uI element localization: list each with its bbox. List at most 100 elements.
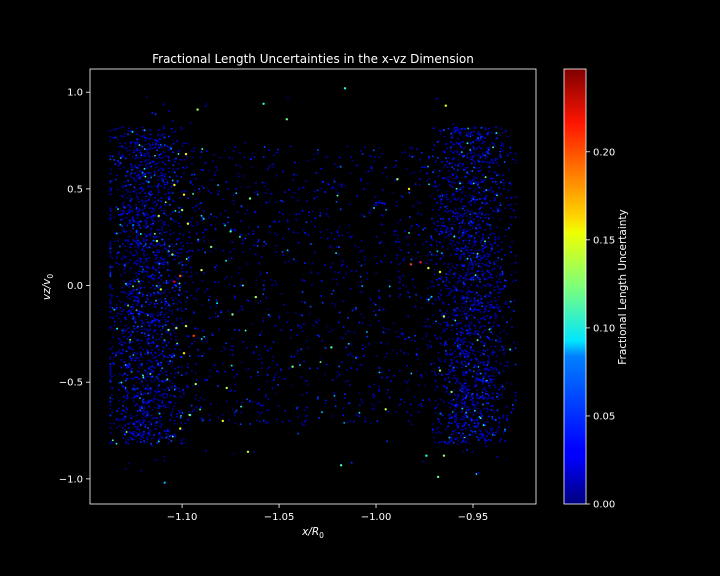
scatter-point bbox=[155, 299, 157, 302]
scatter-point bbox=[470, 182, 472, 185]
scatter-point bbox=[479, 325, 482, 328]
scatter-point bbox=[501, 316, 504, 319]
scatter-point bbox=[483, 363, 485, 366]
scatter-point bbox=[145, 373, 148, 376]
scatter-point bbox=[360, 213, 363, 216]
scatter-point bbox=[138, 342, 141, 345]
scatter-point bbox=[276, 363, 279, 366]
scatter-point bbox=[443, 135, 446, 138]
scatter-point bbox=[178, 409, 181, 412]
scatter-point bbox=[314, 225, 316, 228]
scatter-point bbox=[126, 394, 129, 397]
scatter-point bbox=[111, 352, 114, 355]
scatter-point bbox=[174, 435, 177, 438]
scatter-point bbox=[241, 242, 244, 245]
scatter-point bbox=[460, 327, 463, 330]
scatter-point bbox=[414, 243, 417, 246]
scatter-point bbox=[456, 393, 459, 396]
scatter-point bbox=[124, 132, 126, 135]
scatter-point bbox=[137, 173, 140, 176]
scatter-point bbox=[190, 242, 193, 245]
scatter-point bbox=[155, 269, 158, 272]
scatter-point bbox=[459, 225, 462, 228]
scatter-point bbox=[149, 344, 151, 347]
scatter-point bbox=[146, 342, 149, 345]
scatter-point bbox=[474, 260, 476, 263]
scatter-point bbox=[482, 403, 484, 406]
scatter-point bbox=[484, 128, 487, 131]
scatter-point bbox=[147, 186, 150, 189]
scatter-point bbox=[161, 151, 164, 154]
scatter-point bbox=[170, 185, 173, 188]
scatter-point bbox=[119, 209, 122, 212]
scatter-point bbox=[139, 178, 142, 181]
scatter-point bbox=[189, 181, 192, 184]
scatter-point bbox=[134, 145, 137, 148]
scatter-point bbox=[407, 291, 410, 294]
scatter-point bbox=[510, 383, 513, 385]
scatter-point bbox=[514, 159, 517, 162]
scatter-point bbox=[138, 243, 140, 246]
scatter-point bbox=[201, 219, 204, 222]
scatter-point bbox=[451, 276, 454, 279]
scatter-point bbox=[406, 235, 408, 238]
scatter-point bbox=[482, 234, 485, 237]
scatter-point bbox=[456, 176, 459, 179]
scatter-point bbox=[157, 235, 160, 238]
scatter-point bbox=[150, 361, 153, 364]
scatter-point bbox=[470, 314, 473, 317]
scatter-point bbox=[135, 263, 138, 266]
scatter-point bbox=[268, 149, 271, 152]
scatter-point bbox=[230, 345, 233, 348]
scatter-point bbox=[127, 261, 130, 264]
scatter-point bbox=[446, 321, 449, 324]
scatter-point bbox=[135, 237, 138, 239]
scatter-point bbox=[330, 292, 333, 295]
scatter-point bbox=[450, 402, 453, 405]
scatter-point bbox=[479, 417, 482, 420]
scatter-point bbox=[488, 357, 491, 360]
scatter-point bbox=[472, 303, 475, 306]
scatter-point bbox=[137, 234, 140, 237]
scatter-point bbox=[437, 175, 440, 178]
scatter-point bbox=[214, 312, 217, 315]
scatter-point bbox=[482, 353, 485, 355]
scatter-point bbox=[495, 275, 498, 278]
scatter-point bbox=[139, 390, 142, 393]
scatter-point bbox=[375, 355, 378, 358]
scatter-point bbox=[334, 305, 337, 308]
scatter-point bbox=[119, 168, 122, 170]
scatter-point bbox=[154, 200, 157, 203]
scatter-point bbox=[496, 392, 499, 395]
scatter-point bbox=[252, 233, 255, 235]
scatter-point bbox=[119, 223, 122, 226]
scatter-point bbox=[109, 273, 112, 276]
scatter-point bbox=[460, 388, 463, 391]
scatter-point bbox=[374, 314, 377, 316]
scatter-point bbox=[294, 260, 297, 263]
scatter-point bbox=[432, 322, 435, 325]
scatter-point bbox=[262, 419, 265, 422]
scatter-point bbox=[467, 405, 470, 408]
scatter-point bbox=[282, 254, 285, 257]
scatter-point bbox=[150, 172, 152, 175]
scatter-point bbox=[139, 346, 142, 349]
scatter-point bbox=[149, 274, 152, 277]
scatter-point bbox=[484, 243, 487, 246]
scatter-point bbox=[338, 226, 341, 229]
scatter-point bbox=[109, 306, 112, 308]
scatter-point bbox=[453, 198, 456, 201]
scatter-point bbox=[157, 251, 160, 254]
scatter-point bbox=[141, 405, 143, 408]
scatter-point bbox=[421, 166, 424, 169]
scatter-point bbox=[417, 358, 420, 361]
scatter-point bbox=[487, 301, 489, 304]
scatter-point bbox=[131, 295, 133, 298]
scatter-point bbox=[494, 159, 497, 161]
scatter-point bbox=[514, 261, 517, 264]
scatter-point bbox=[490, 374, 493, 377]
scatter-point bbox=[157, 184, 159, 187]
scatter-point bbox=[462, 373, 465, 376]
scatter-point bbox=[125, 431, 128, 433]
scatter-point bbox=[393, 230, 396, 233]
